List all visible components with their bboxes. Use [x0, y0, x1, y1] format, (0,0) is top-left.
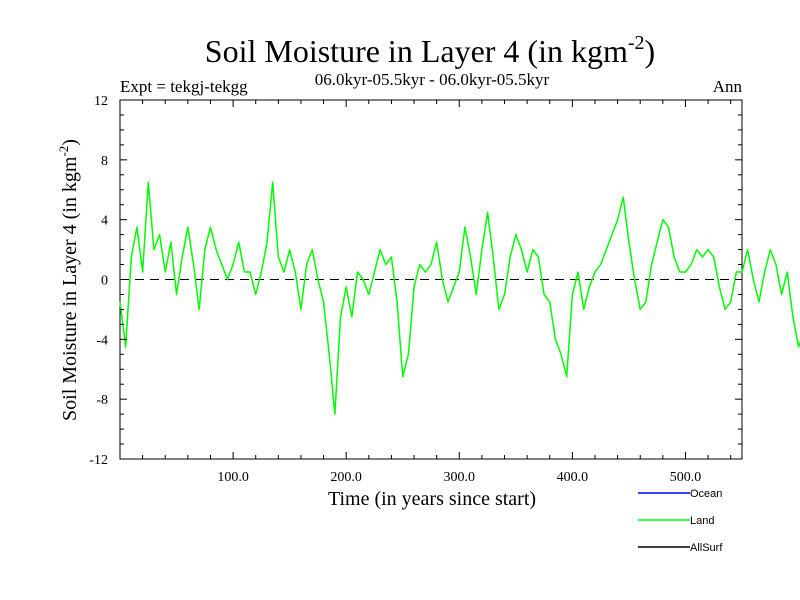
y-tick-label: -4: [96, 333, 108, 348]
chart-subtitle: 06.0kyr-05.5kyr - 06.0kyr-05.5kyr: [315, 70, 550, 89]
x-tick-label: 100.0: [217, 470, 249, 485]
legend-label-allsurf: AllSurf: [690, 542, 723, 554]
y-tick-label: -12: [89, 453, 108, 468]
chart-title: Soil Moisture in Layer 4 (in kgm-2): [205, 32, 655, 69]
y-tick-label: 4: [101, 214, 108, 229]
legend-label-ocean: Ocean: [690, 488, 722, 500]
series-layer: [119, 181, 800, 415]
axis-layer: -12 -8 -4 0 4 8 12 100.0 200.0 300.0 400.0 500.0: [89, 94, 742, 485]
x-tick-label: 300.0: [444, 470, 476, 485]
y-tick-label: 8: [101, 154, 108, 169]
y-tick-label: 12: [94, 94, 108, 109]
period-label: Ann: [713, 77, 743, 96]
y-axis-label: Soil Moisture in Layer 4 (in kgm-2): [56, 139, 81, 421]
x-tick-label: 400.0: [557, 470, 589, 485]
x-tick-label: 200.0: [330, 470, 362, 485]
legend: Ocean Land AllSurf: [638, 488, 723, 554]
experiment-label: Expt = tekgj-tekgg: [120, 77, 248, 96]
x-axis-label: Time (in years since start): [328, 488, 536, 510]
x-tick-label: 500.0: [670, 470, 702, 485]
y-tick-label: 0: [101, 274, 108, 289]
series-line-land: [119, 181, 800, 415]
legend-label-land: Land: [690, 515, 714, 527]
y-tick-label: -8: [96, 393, 108, 408]
